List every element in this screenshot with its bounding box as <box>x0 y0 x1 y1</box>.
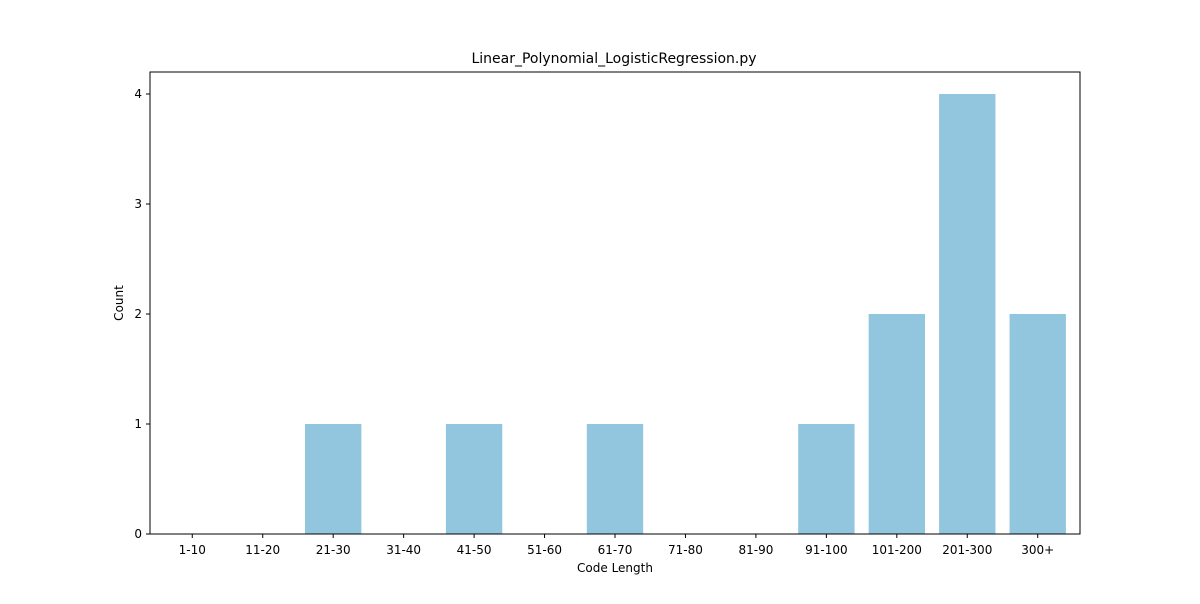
y-axis-label: Count <box>112 285 126 321</box>
x-axis-label: Code Length <box>577 561 653 575</box>
x-tick-label: 21-30 <box>316 543 351 557</box>
y-tick-label: 4 <box>134 87 142 101</box>
bar-91-100 <box>798 424 855 534</box>
x-tick-label: 51-60 <box>527 543 562 557</box>
x-tick-label: 91-100 <box>805 543 848 557</box>
bar-101-200 <box>868 314 925 534</box>
chart-title: Linear_Polynomial_LogisticRegression.py <box>471 51 756 67</box>
x-tick-label: 81-90 <box>738 543 773 557</box>
bar-300+ <box>1009 314 1066 534</box>
y-tick-label: 0 <box>134 527 142 541</box>
bar-201-300 <box>939 94 996 534</box>
bar-21-30 <box>305 424 362 534</box>
x-tick-label: 101-200 <box>872 543 922 557</box>
bar-41-50 <box>445 424 503 534</box>
x-tick-label: 201-300 <box>942 543 992 557</box>
y-axis-ticks: 0 1 2 3 4 <box>134 87 150 541</box>
plot-frame <box>149 71 1081 535</box>
x-tick-label: 11-20 <box>245 543 280 557</box>
x-tick-label: 61-70 <box>598 543 633 557</box>
x-tick-label: 1-10 <box>179 543 206 557</box>
y-tick-label: 3 <box>134 197 142 211</box>
x-tick-label: 31-40 <box>386 543 421 557</box>
x-tick-label: 71-80 <box>668 543 703 557</box>
x-tick-label: 41-50 <box>457 543 492 557</box>
x-tick-label: 300+ <box>1021 543 1054 557</box>
x-axis-ticks: 1-10 11-20 21-30 31-40 41-50 51-60 61-70 71-80 8… <box>179 534 1054 557</box>
bars-group <box>305 94 1066 534</box>
y-tick-label: 1 <box>134 417 142 431</box>
bar-61-70 <box>586 424 644 534</box>
y-tick-label: 2 <box>134 307 142 321</box>
